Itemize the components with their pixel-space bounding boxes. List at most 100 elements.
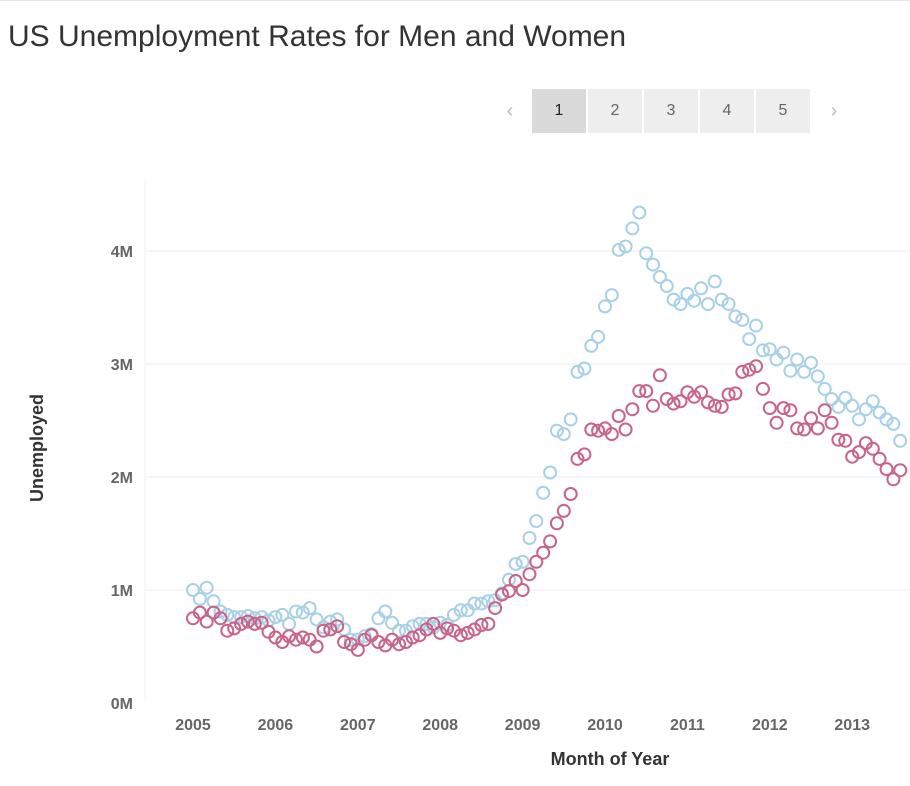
data-point-series-2[interactable] bbox=[701, 395, 715, 410]
data-point-series-2[interactable] bbox=[694, 385, 709, 400]
data-point-series-1[interactable] bbox=[783, 363, 798, 378]
data-point-series-2[interactable] bbox=[330, 619, 345, 634]
data-point-series-2[interactable] bbox=[865, 441, 880, 456]
data-point-series-2[interactable] bbox=[446, 623, 461, 638]
data-point-series-1[interactable] bbox=[577, 361, 592, 376]
data-point-series-1[interactable] bbox=[790, 352, 805, 367]
data-point-series-1[interactable] bbox=[865, 394, 880, 409]
data-point-series-1[interactable] bbox=[721, 297, 736, 312]
data-point-series-2[interactable] bbox=[508, 574, 523, 588]
data-point-series-2[interactable] bbox=[316, 623, 331, 638]
data-point-series-2[interactable] bbox=[687, 389, 702, 404]
data-point-series-1[interactable] bbox=[309, 612, 324, 627]
data-point-series-2[interactable] bbox=[584, 422, 599, 437]
data-point-series-1[interactable] bbox=[186, 583, 200, 597]
data-point-series-2[interactable] bbox=[817, 403, 832, 418]
data-point-series-1[interactable] bbox=[762, 342, 777, 357]
data-point-series-2[interactable] bbox=[714, 399, 729, 414]
data-point-series-1[interactable] bbox=[591, 329, 606, 344]
data-point-series-2[interactable] bbox=[488, 601, 503, 616]
data-point-series-2[interactable] bbox=[872, 451, 887, 466]
data-point-series-2[interactable] bbox=[495, 587, 509, 602]
data-point-series-2[interactable] bbox=[783, 403, 798, 418]
data-point-series-1[interactable] bbox=[845, 398, 860, 413]
data-point-series-2[interactable] bbox=[337, 635, 352, 649]
data-point-series-2[interactable] bbox=[769, 415, 784, 430]
data-point-series-1[interactable] bbox=[529, 514, 544, 529]
page-button-3[interactable]: 3 bbox=[644, 89, 698, 133]
data-point-series-2[interactable] bbox=[385, 632, 400, 647]
data-point-series-1[interactable] bbox=[652, 270, 667, 284]
data-point-series-1[interactable] bbox=[549, 423, 564, 438]
data-point-series-2[interactable] bbox=[426, 616, 441, 631]
data-point-series-2[interactable] bbox=[556, 503, 571, 518]
data-point-series-1[interactable] bbox=[392, 623, 406, 638]
data-point-series-2[interactable] bbox=[529, 554, 544, 569]
data-point-series-2[interactable] bbox=[289, 632, 303, 647]
data-point-series-1[interactable] bbox=[680, 286, 695, 301]
data-point-series-1[interactable] bbox=[275, 607, 290, 622]
data-point-series-1[interactable] bbox=[776, 345, 791, 360]
data-point-series-2[interactable] bbox=[460, 625, 475, 640]
data-point-series-1[interactable] bbox=[824, 392, 839, 406]
data-point-series-2[interactable] bbox=[474, 618, 489, 632]
data-point-series-2[interactable] bbox=[852, 445, 866, 460]
data-point-series-2[interactable] bbox=[240, 614, 255, 629]
data-point-series-1[interactable] bbox=[735, 312, 750, 327]
data-point-series-1[interactable] bbox=[714, 292, 729, 307]
data-point-series-2[interactable] bbox=[323, 622, 338, 637]
data-point-series-2[interactable] bbox=[302, 632, 317, 647]
data-point-series-1[interactable] bbox=[625, 221, 640, 236]
data-point-series-1[interactable] bbox=[385, 615, 400, 630]
data-point-series-1[interactable] bbox=[872, 405, 887, 420]
data-point-series-1[interactable] bbox=[618, 239, 633, 254]
data-point-series-2[interactable] bbox=[625, 402, 640, 417]
data-point-series-1[interactable] bbox=[378, 604, 393, 619]
data-point-series-1[interactable] bbox=[858, 402, 873, 417]
data-point-series-2[interactable] bbox=[824, 415, 839, 430]
data-point-series-1[interactable] bbox=[598, 299, 612, 314]
chevron-right-icon[interactable]: › bbox=[830, 99, 838, 122]
data-point-series-2[interactable] bbox=[646, 398, 660, 413]
data-point-series-2[interactable] bbox=[577, 447, 592, 462]
data-point-series-2[interactable] bbox=[467, 622, 482, 637]
data-point-series-1[interactable] bbox=[604, 288, 619, 303]
data-point-series-1[interactable] bbox=[817, 381, 832, 396]
data-point-series-2[interactable] bbox=[762, 401, 777, 416]
data-point-series-1[interactable] bbox=[570, 364, 585, 379]
data-point-series-2[interactable] bbox=[522, 567, 537, 582]
data-point-series-2[interactable] bbox=[268, 630, 283, 645]
data-point-series-1[interactable] bbox=[446, 607, 461, 622]
data-point-series-2[interactable] bbox=[254, 615, 269, 630]
data-point-series-1[interactable] bbox=[268, 610, 283, 625]
data-point-series-1[interactable] bbox=[893, 433, 908, 448]
data-point-series-2[interactable] bbox=[563, 487, 578, 501]
data-point-series-2[interactable] bbox=[392, 637, 406, 652]
data-point-series-2[interactable] bbox=[192, 605, 207, 620]
data-point-series-2[interactable] bbox=[879, 462, 894, 477]
data-point-series-2[interactable] bbox=[282, 629, 297, 644]
data-point-series-2[interactable] bbox=[213, 611, 228, 626]
page-button-4[interactable]: 4 bbox=[700, 89, 754, 133]
data-point-series-2[interactable] bbox=[810, 421, 825, 436]
data-point-series-2[interactable] bbox=[735, 364, 750, 379]
data-point-series-1[interactable] bbox=[247, 611, 262, 626]
data-point-series-2[interactable] bbox=[652, 368, 667, 383]
data-point-series-1[interactable] bbox=[886, 416, 901, 431]
data-point-series-1[interactable] bbox=[192, 592, 207, 606]
data-point-series-2[interactable] bbox=[797, 422, 812, 437]
data-point-series-2[interactable] bbox=[666, 396, 681, 411]
data-point-series-1[interactable] bbox=[831, 399, 846, 414]
data-point-series-2[interactable] bbox=[453, 628, 468, 643]
data-point-series-2[interactable] bbox=[776, 401, 791, 416]
data-point-series-1[interactable] bbox=[240, 609, 255, 623]
data-point-series-2[interactable] bbox=[247, 616, 262, 631]
data-point-series-2[interactable] bbox=[433, 625, 448, 640]
data-point-series-2[interactable] bbox=[591, 423, 606, 438]
data-point-series-2[interactable] bbox=[755, 381, 770, 396]
data-point-series-2[interactable] bbox=[234, 616, 249, 631]
data-point-series-1[interactable] bbox=[282, 616, 297, 631]
data-point-series-1[interactable] bbox=[632, 205, 647, 220]
data-point-series-2[interactable] bbox=[790, 421, 805, 436]
data-point-series-2[interactable] bbox=[440, 621, 455, 636]
